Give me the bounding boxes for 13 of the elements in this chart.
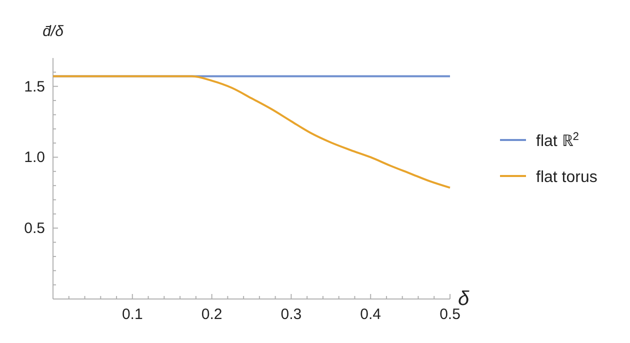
x-tick-label: 0.4 (360, 306, 382, 323)
y-axis-title: d̄/δ (42, 23, 64, 40)
y-tick-label: 1.0 (24, 149, 45, 166)
x-tick-label: 0.1 (122, 306, 143, 323)
x-tick-label: 0.5 (440, 306, 460, 323)
x-tick-label: 0.3 (280, 306, 302, 323)
y-tick-label: 1.5 (24, 78, 45, 96)
line-series (52, 75, 451, 189)
y-tick-label: 0.5 (24, 220, 45, 238)
legend-label: flat ℝ$^{2}$ (536, 131, 580, 150)
legend-label: flat torus (536, 169, 598, 186)
x-axis-title: δ (458, 288, 470, 310)
x-tick-label: 0.2 (201, 306, 222, 323)
